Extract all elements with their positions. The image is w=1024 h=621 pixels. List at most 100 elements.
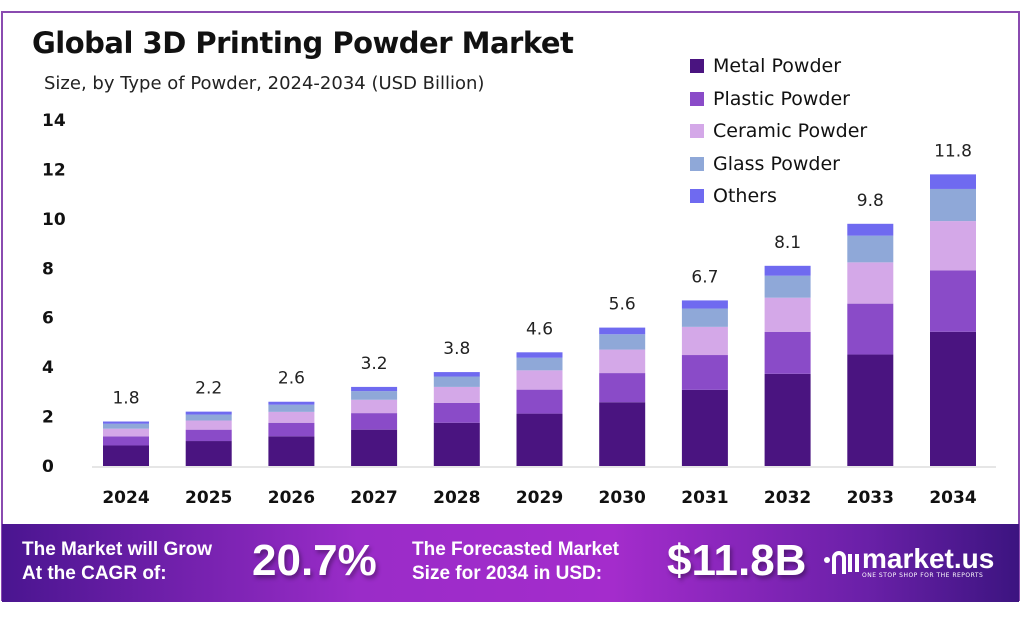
bar-segment-metal-powder xyxy=(351,429,398,466)
bar-total-label: 6.7 xyxy=(691,267,718,287)
bar-segment-glass-powder xyxy=(433,376,480,387)
legend-item: Glass Powder xyxy=(690,148,867,181)
forecast-label: The Forecasted Market Size for 2034 in U… xyxy=(412,538,619,586)
bar-total-label: 9.8 xyxy=(857,191,884,211)
bar-segment-plastic-powder xyxy=(516,389,563,414)
legend-swatch xyxy=(690,124,704,139)
bar-segment-glass-powder xyxy=(268,404,315,412)
y-tick-label: 2 xyxy=(42,408,54,428)
bar-total-label: 1.8 xyxy=(112,389,139,409)
footer-banner: The Market will Grow At the CAGR of: 20.… xyxy=(2,524,1019,602)
x-tick-label: 2031 xyxy=(681,488,728,508)
y-tick-label: 10 xyxy=(42,210,66,230)
brand-tagline: ONE STOP SHOP FOR THE REPORTS xyxy=(862,572,984,579)
bar-segment-plastic-powder xyxy=(930,270,976,332)
bar-segment-glass-powder xyxy=(764,275,811,298)
bar-segment-others xyxy=(681,300,728,309)
legend-swatch xyxy=(690,91,704,106)
brand-name: market.us xyxy=(862,543,995,574)
logo-icon xyxy=(824,550,859,574)
bar-segment-ceramic-powder xyxy=(351,399,398,414)
bar-total-label: 2.2 xyxy=(195,379,222,399)
bar-segment-metal-powder xyxy=(681,389,728,466)
bar-segment-others xyxy=(185,411,232,415)
cagr-label-line1: The Market will Grow xyxy=(22,539,213,560)
bar-segment-others xyxy=(764,265,811,276)
bar-segment-ceramic-powder xyxy=(930,221,976,271)
bar-segment-metal-powder xyxy=(433,422,480,466)
bar-segment-glass-powder xyxy=(185,414,232,421)
y-tick-label: 4 xyxy=(42,358,54,378)
bar-segment-ceramic-powder xyxy=(268,411,315,423)
bar-segment-plastic-powder xyxy=(351,413,398,430)
y-tick-label: 12 xyxy=(42,160,66,180)
bar-segment-others xyxy=(930,174,976,189)
bar-segment-glass-powder xyxy=(351,391,398,400)
bar-segment-ceramic-powder xyxy=(764,297,811,332)
bar-segment-plastic-powder xyxy=(681,355,728,390)
bar-segment-ceramic-powder xyxy=(433,386,480,403)
bar-total-label: 4.6 xyxy=(526,319,553,339)
bar-segment-ceramic-powder xyxy=(103,428,149,437)
bar-segment-others xyxy=(433,372,480,377)
bar-segment-metal-powder xyxy=(185,441,232,466)
bar-total-label: 5.6 xyxy=(609,295,636,315)
bar-segment-metal-powder xyxy=(268,436,315,466)
bar-segment-glass-powder xyxy=(599,334,646,350)
bar-segment-ceramic-powder xyxy=(681,326,728,356)
bar-segment-glass-powder xyxy=(681,308,728,327)
bar-segment-plastic-powder xyxy=(268,422,315,437)
x-tick-label: 2024 xyxy=(102,488,149,508)
legend-label: Metal Powder xyxy=(713,55,841,78)
bar-segment-glass-powder xyxy=(103,423,149,429)
y-tick-label: 6 xyxy=(42,309,54,329)
bar-total-label: 3.2 xyxy=(361,354,388,374)
bar-segment-plastic-powder xyxy=(433,402,480,423)
bar-segment-plastic-powder xyxy=(185,429,232,442)
bar-total-label: 11.8 xyxy=(934,141,972,161)
cagr-label: The Market will Grow At the CAGR of: xyxy=(22,538,212,586)
x-tick-label: 2030 xyxy=(599,488,646,508)
x-tick-label: 2026 xyxy=(268,488,315,508)
x-tick-label: 2025 xyxy=(185,488,232,508)
legend-swatch xyxy=(690,156,704,171)
x-tick-label: 2027 xyxy=(350,488,397,508)
bar-segment-metal-powder xyxy=(103,445,149,466)
bar-segment-others xyxy=(847,223,894,236)
bar-total-label: 2.6 xyxy=(278,369,305,389)
bar-segment-plastic-powder xyxy=(599,373,646,403)
x-tick-label: 2033 xyxy=(847,488,894,508)
forecast-label-line2: Size for 2034 in USD: xyxy=(412,563,603,584)
bar-segment-metal-powder xyxy=(599,402,646,466)
bar-segment-metal-powder xyxy=(516,413,563,466)
market-us-logo: market.us ONE STOP SHOP FOR THE REPORTS xyxy=(822,543,995,579)
bar-segment-others xyxy=(599,327,646,335)
legend-swatch xyxy=(690,189,704,204)
bar-segment-others xyxy=(268,401,315,405)
legend-swatch xyxy=(690,59,704,74)
bar-segment-metal-powder xyxy=(847,354,894,466)
x-tick-label: 2034 xyxy=(929,488,976,508)
bar-total-label: 3.8 xyxy=(443,339,470,359)
cagr-value: 20.7% xyxy=(252,536,377,585)
legend-label: Plastic Powder xyxy=(713,87,850,110)
y-tick-label: 0 xyxy=(42,457,54,477)
bar-segment-plastic-powder xyxy=(764,331,811,374)
bar-segment-ceramic-powder xyxy=(185,420,232,430)
chart-title: Global 3D Printing Powder Market xyxy=(32,26,574,60)
bar-segment-metal-powder xyxy=(764,373,811,466)
bar-segment-plastic-powder xyxy=(103,436,149,446)
bar-segment-glass-powder xyxy=(930,188,976,222)
legend-item: Metal Powder xyxy=(690,50,867,83)
bar-segment-others xyxy=(351,386,398,392)
x-tick-label: 2029 xyxy=(516,488,563,508)
bar-segment-ceramic-powder xyxy=(847,262,894,304)
x-tick-label: 2032 xyxy=(764,488,811,508)
legend: Metal Powder Plastic Powder Ceramic Powder… xyxy=(690,50,867,213)
chart-subtitle: Size, by Type of Powder, 2024-2034 (USD … xyxy=(44,73,485,94)
bar-segment-others xyxy=(516,352,563,358)
legend-item: Others xyxy=(690,180,867,213)
cagr-label-line2: At the CAGR of: xyxy=(22,563,167,584)
bar-segment-ceramic-powder xyxy=(516,370,563,390)
bar-total-label: 8.1 xyxy=(774,233,801,253)
